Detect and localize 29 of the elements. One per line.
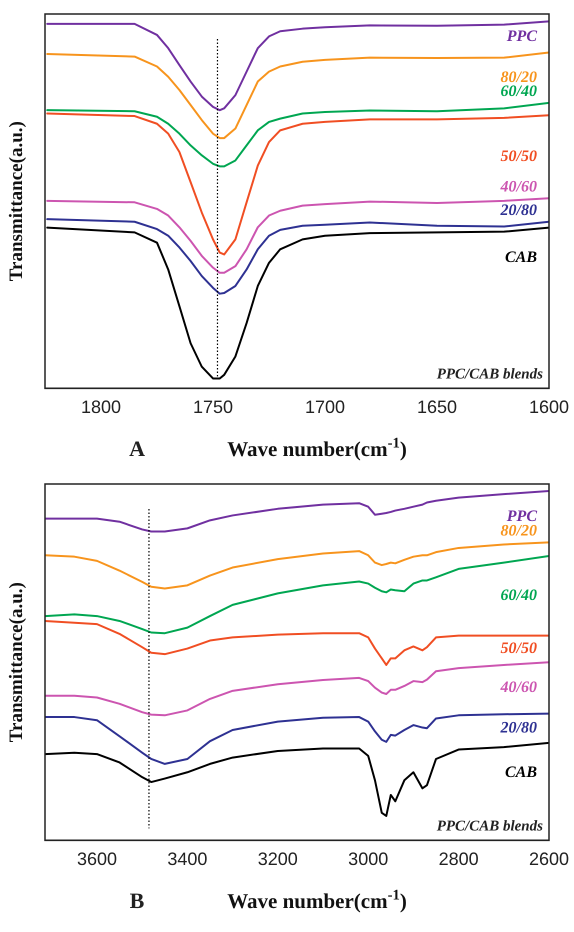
series-label: 20/80 bbox=[500, 719, 537, 736]
series-label: 50/50 bbox=[500, 148, 537, 165]
y-axis-title: Transmittance(a.u.) bbox=[6, 121, 27, 282]
series-label: 60/40 bbox=[500, 586, 537, 604]
x-tick-label: 2800 bbox=[438, 849, 479, 870]
x-tick-label: 3000 bbox=[348, 849, 388, 870]
x-tick-label: 3600 bbox=[76, 849, 118, 870]
x-tick-label: 2600 bbox=[528, 849, 570, 870]
series-label: 50/50 bbox=[500, 640, 537, 658]
x-tick-label: 1700 bbox=[304, 397, 346, 418]
x-tick-label: 1750 bbox=[192, 397, 234, 418]
series-label: PPC bbox=[506, 508, 538, 525]
text: A bbox=[129, 436, 146, 461]
series-label: CAB bbox=[504, 248, 538, 266]
series-label: PPC bbox=[506, 28, 538, 46]
series-label: 80/20 bbox=[500, 522, 537, 540]
text: B bbox=[130, 888, 145, 913]
series-label: 20/80 bbox=[500, 202, 537, 219]
x-tick-label: 1600 bbox=[528, 397, 570, 418]
annotation: PPC/CAB blends bbox=[436, 366, 544, 382]
series-label: 40/60 bbox=[500, 679, 537, 696]
x-tick-label: 3200 bbox=[258, 849, 298, 870]
x-tick-label: 1650 bbox=[416, 397, 458, 418]
x-tick-label: 1800 bbox=[80, 397, 122, 418]
annotation: PPC/CAB blends bbox=[436, 818, 544, 834]
y-axis-title: Transmittance(a.u.) bbox=[6, 582, 27, 742]
series-label: CAB bbox=[504, 764, 538, 782]
x-tick-label: 3400 bbox=[167, 849, 208, 870]
series-label: 40/60 bbox=[500, 178, 537, 196]
